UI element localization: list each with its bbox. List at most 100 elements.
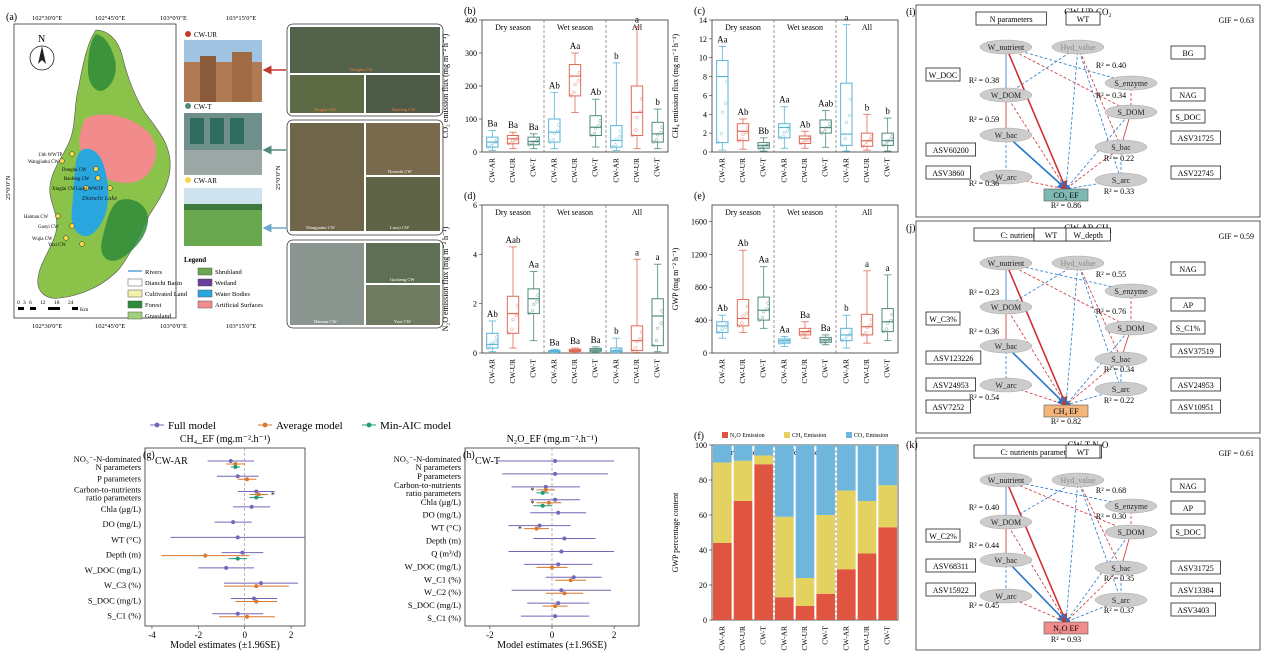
sem-box-label-i-6: ASV31725 (1178, 134, 1214, 143)
sem-r2-k-6: R² = 0.37 (1104, 606, 1134, 615)
estimate-g-1-9 (254, 599, 259, 604)
forest-legend-label-1: Average model (276, 420, 343, 432)
group-label-c-1: CW-UR (738, 158, 747, 183)
photo-label-cwur: CW-UR (194, 31, 217, 39)
sem-oval-label-i-0: W_nutrient (988, 43, 1025, 52)
plot-frame-d (481, 204, 669, 354)
sem-oval-k-5 (979, 552, 1033, 568)
panel-e: (e) 0 400 800 1200 1600 GWP (mg m⁻² h⁻¹) Dry se… (671, 191, 899, 384)
box-point-c-0-3 (719, 131, 723, 136)
estimate-h-0-1 (553, 471, 558, 476)
legend-swatch-5 (197, 267, 213, 276)
stack-legend-swatch-1 (784, 432, 790, 438)
season-label-d-0: Dry season (495, 208, 531, 217)
group-label-c-4: CW-UR (800, 158, 809, 183)
estimate-g-1-0 (233, 462, 238, 466)
ytick-label-f-3: 60 (699, 511, 707, 520)
sem-box-label-i-3: W_DOC (929, 71, 957, 80)
group-label-b-5: CW-T (591, 158, 600, 177)
box-point-e-1-3 (740, 321, 744, 325)
xtick-label-g-3: 2 (289, 630, 294, 640)
forest-legend-dot-2 (366, 422, 372, 428)
box-point-d-1-3 (510, 327, 514, 331)
site-label-0: 13th WWTP (38, 153, 63, 158)
estimate-g-2-6 (235, 556, 240, 561)
box-point-e-6-3 (843, 337, 847, 341)
box-point-e-6-1 (844, 334, 848, 338)
lake-shape (71, 148, 109, 237)
panel-letter-h: (h) (463, 450, 475, 461)
site-marker-3 (95, 175, 101, 181)
sat-label-7: Haiman CW (314, 319, 337, 324)
group-label-e-4: CW-UR (800, 359, 809, 384)
estimate-h-2-3 (540, 503, 545, 508)
box-d-1 (506, 295, 520, 334)
estimate-h-1-9 (568, 578, 573, 583)
sem-r2-i-3: R² = 0.40 (1096, 61, 1126, 70)
estimate-g-1-6 (203, 553, 208, 558)
box-point-c-1-3 (740, 137, 744, 141)
sem-oval-j-5 (979, 338, 1033, 354)
box-d-7 (630, 325, 644, 352)
box-d-0 (486, 332, 499, 349)
ytick-label-f-2: 40 (699, 546, 707, 555)
site-label-3: Baofeng CW (64, 177, 90, 182)
ytick-label-b-0: 0 (473, 148, 477, 157)
sem-to-target-k-6 (1005, 521, 1067, 623)
sem-oval-label-i-5: W_bac (995, 131, 1018, 140)
group-label-d-7: CW-UR (632, 359, 641, 384)
forest-legend: Full model Average model Min-AIC model (150, 420, 451, 432)
box-point-d-2-0 (527, 311, 531, 316)
site-label-8: Wujia CW (32, 237, 53, 242)
site-label-6: Haiman CW (24, 215, 49, 220)
star-g-2: * (271, 491, 275, 500)
group-label-b-6: CW-AR (611, 158, 620, 183)
estimate-g-2-2 (254, 495, 259, 500)
box-point-c-5-2 (828, 121, 832, 126)
sem-r2-j-4: R² = 0.76 (1096, 307, 1126, 316)
box-point-d-4-0 (568, 349, 573, 354)
sem-box-label-k-3: AP (1183, 504, 1194, 513)
ytick-label-e-3: 1200 (691, 250, 707, 259)
box-point-c-5-1 (824, 126, 828, 130)
forest-legend-label-2: Min-AIC model (380, 420, 451, 432)
sig-letter-c-0: Aa (717, 34, 728, 44)
sig-letter-c-6: a (844, 13, 848, 23)
box-point-c-6-1 (844, 120, 848, 125)
sem-oval-i-5 (979, 127, 1033, 143)
sem-r2-j-2: R² = 0.54 (969, 393, 999, 402)
box-point-e-3-1 (782, 339, 786, 344)
ytick-label-f-1: 20 (699, 581, 707, 590)
sem-oval-label-j-3: S_enzyme (1114, 287, 1148, 296)
sem-target-j (1043, 404, 1089, 418)
forest-label-h-5-0: WT (°C) (431, 523, 461, 533)
forest-label-g-4-0: DO (mg/L) (103, 519, 142, 529)
legend-title: Legend (184, 256, 206, 264)
sem-box-label-j-7: ASV123226 (933, 354, 973, 363)
sem-box-j-6 (1170, 320, 1206, 335)
forest-label-h-2-0: Carbon-to-nutrients (394, 480, 461, 490)
sig-letter-d-7: a (635, 247, 639, 257)
lat-tick-right: 25°0′0″N (275, 165, 282, 190)
site-marker-2 (93, 166, 99, 172)
sem-oval-i-7 (979, 169, 1033, 185)
box-point-d-1-2 (515, 304, 520, 308)
sem-to-target-k-1 (1005, 559, 1068, 624)
stack-bar-0-0 (713, 543, 732, 620)
sem-box-label-k-10: ASV3403 (1177, 606, 1209, 615)
stack-bar-1-4 (795, 578, 815, 606)
group-label-f-2: CW-T (759, 626, 768, 645)
ytick-label-c-3: 6 (703, 91, 707, 100)
plot-frame-e (711, 204, 899, 354)
box-point-d-2-2 (536, 293, 540, 297)
sig-letter-d-6: b (614, 326, 619, 336)
group-label-d-4: CW-UR (570, 359, 579, 384)
box-point-d-0-1 (490, 340, 494, 345)
sig-letter-c-8: b (885, 106, 890, 116)
box-point-b-6-4 (617, 135, 622, 139)
forest-title-h: N₂O_EF (mg.m⁻².h⁻¹) (507, 434, 598, 445)
sem-box-j-2 (1065, 227, 1111, 242)
season-label-e-2: All (862, 208, 873, 217)
estimate-h-0-0 (553, 459, 558, 463)
group-label-d-3: CW-AR (549, 359, 558, 384)
